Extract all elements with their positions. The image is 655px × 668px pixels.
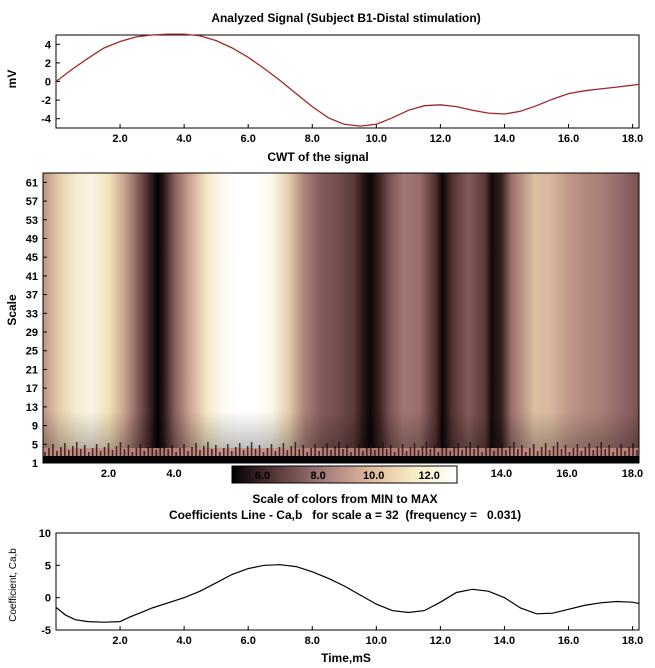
color-scale-tick-label: 12.0 bbox=[419, 470, 440, 482]
signal-series-line bbox=[55, 33, 640, 127]
color-scale: 6.0 8.0 10.0 12.0 Scale of colors from MIN … bbox=[231, 465, 458, 506]
y-tick-label: 37 bbox=[26, 290, 38, 302]
y-tick-label: 45 bbox=[26, 252, 38, 264]
y-tick-label: -2 bbox=[41, 95, 51, 107]
y-tick-label: -4 bbox=[41, 114, 52, 126]
coefficient-y-axis-label: Coefficient, Ca,b bbox=[8, 548, 19, 622]
x-tick-label: 6.0 bbox=[241, 133, 256, 145]
y-tick-label: 61 bbox=[26, 177, 38, 189]
color-scale-caption: Scale of colors from MIN to MAX bbox=[252, 492, 437, 506]
y-tick-label: 1 bbox=[32, 458, 38, 470]
y-tick-label: 9 bbox=[32, 421, 38, 433]
signal-x-ticks: 2.0 4.0 6.0 8.0 10.0 12.0 14.0 16.0 18.0 bbox=[112, 124, 643, 145]
cwt-y-axis-label: Scale bbox=[5, 294, 19, 326]
y-tick-label: 21 bbox=[26, 364, 38, 376]
y-tick-label: 29 bbox=[26, 327, 38, 339]
x-tick-label: 16.0 bbox=[558, 635, 579, 647]
x-tick-label: 8.0 bbox=[305, 133, 320, 145]
signal-y-axis-label: mV bbox=[5, 70, 19, 89]
y-tick-label: 41 bbox=[26, 271, 38, 283]
y-tick-label: 0 bbox=[45, 593, 51, 605]
cwt-low-scale-spikes bbox=[44, 442, 638, 456]
y-tick-label: 17 bbox=[26, 383, 38, 395]
coefficient-x-axis-label: Time,mS bbox=[321, 651, 371, 665]
x-tick-label: 18.0 bbox=[622, 133, 643, 145]
y-tick-label: 49 bbox=[26, 233, 38, 245]
x-tick-label: 16.0 bbox=[556, 468, 577, 480]
coefficient-chart-title: Coefficients Line - Ca,b for scale a = 3… bbox=[169, 508, 521, 522]
x-tick-label: 16.0 bbox=[558, 133, 579, 145]
cwt-heatmap: CWT of the signal Scale 2.0 4.0 6.0 8.0 10.0… bbox=[5, 150, 643, 480]
cwt-low-scale-band bbox=[43, 448, 639, 456]
y-tick-label: 25 bbox=[26, 346, 38, 358]
color-scale-tick-label: 8.0 bbox=[310, 470, 325, 482]
coefficient-chart: Coefficients Line - Ca,b for scale a = 3… bbox=[8, 508, 643, 665]
y-tick-label: 13 bbox=[26, 402, 38, 414]
x-tick-label: 4.0 bbox=[176, 635, 191, 647]
x-tick-label: 14.0 bbox=[491, 468, 512, 480]
coefficient-y-ticks: 10 5 0 -5 bbox=[39, 528, 60, 637]
x-tick-label: 10.0 bbox=[366, 133, 387, 145]
signal-y-ticks: 4 2 0 -2 -4 bbox=[41, 39, 60, 126]
coefficient-x-ticks: 2.0 4.0 6.0 8.0 10.0 12.0 14.0 16.0 18.0 bbox=[112, 626, 643, 647]
y-tick-label: -5 bbox=[41, 625, 51, 637]
x-tick-label: 2.0 bbox=[101, 468, 116, 480]
y-tick-label: 5 bbox=[32, 439, 38, 451]
signal-chart-title: Analyzed Signal (Subject B1-Distal stimu… bbox=[211, 11, 480, 25]
y-tick-label: 0 bbox=[45, 77, 51, 89]
coefficient-plot-frame bbox=[55, 532, 640, 631]
x-tick-label: 4.0 bbox=[166, 468, 181, 480]
cwt-chart-title: CWT of the signal bbox=[267, 150, 368, 164]
x-tick-label: 4.0 bbox=[176, 133, 191, 145]
color-scale-ticks: 6.0 8.0 10.0 12.0 bbox=[255, 470, 440, 482]
cwt-base-row bbox=[43, 456, 639, 463]
x-tick-label: 14.0 bbox=[494, 635, 515, 647]
y-tick-label: 33 bbox=[26, 308, 38, 320]
x-tick-label: 10.0 bbox=[366, 635, 387, 647]
x-tick-label: 2.0 bbox=[112, 133, 127, 145]
cwt-bottom-shade bbox=[43, 173, 639, 463]
y-tick-label: 10 bbox=[39, 528, 51, 540]
x-tick-label: 8.0 bbox=[305, 635, 320, 647]
y-tick-label: 53 bbox=[26, 215, 38, 227]
x-tick-label: 2.0 bbox=[112, 635, 127, 647]
color-scale-bar bbox=[231, 465, 458, 484]
y-tick-label: 4 bbox=[45, 39, 52, 51]
y-tick-label: 57 bbox=[26, 196, 38, 208]
x-tick-label: 12.0 bbox=[430, 133, 451, 145]
cwt-plot-frame bbox=[42, 172, 640, 464]
cwt-y-ticks: 61 57 53 49 45 41 37 33 29 25 21 17 13 9 5 1 bbox=[26, 177, 47, 470]
y-tick-label: 5 bbox=[45, 560, 51, 572]
color-scale-tick-label: 10.0 bbox=[363, 470, 384, 482]
coefficient-series-line bbox=[55, 564, 640, 623]
x-tick-label: 18.0 bbox=[622, 468, 643, 480]
x-tick-label: 12.0 bbox=[430, 635, 451, 647]
signal-chart: Analyzed Signal (Subject B1-Distal stimu… bbox=[5, 11, 643, 145]
y-tick-label: 2 bbox=[45, 58, 51, 70]
x-tick-label: 6.0 bbox=[241, 635, 256, 647]
signal-plot-frame bbox=[55, 34, 640, 129]
color-scale-tick-label: 6.0 bbox=[255, 470, 270, 482]
x-tick-label: 14.0 bbox=[494, 133, 515, 145]
x-tick-label: 18.0 bbox=[622, 635, 643, 647]
